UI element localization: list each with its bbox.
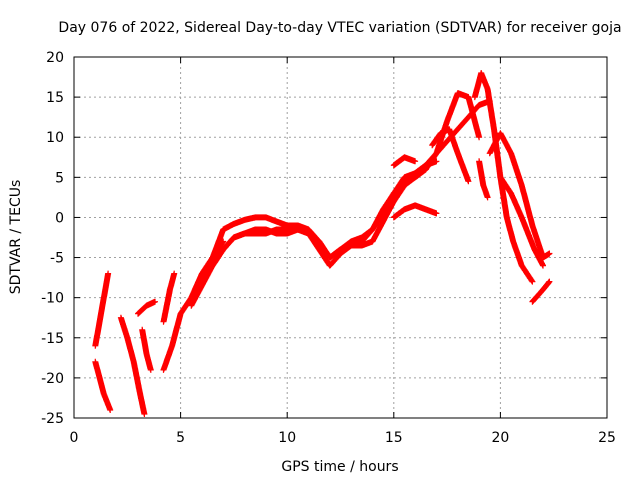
y-tick-label: 15 — [46, 90, 64, 106]
series-arc-p — [476, 158, 491, 201]
series-arc-c — [117, 314, 148, 417]
x-tick-label: 5 — [176, 430, 185, 446]
series-markers — [390, 202, 440, 221]
y-axis-label: SDTVAR / TECUs — [8, 180, 24, 295]
y-tick-label: 10 — [46, 130, 64, 146]
series-arc-l — [390, 154, 419, 169]
series-markers — [160, 270, 178, 325]
y-tick-label: 5 — [55, 170, 64, 186]
series-arc-s — [529, 278, 553, 305]
x-tick-label: 10 — [278, 430, 296, 446]
series-arc-e — [139, 326, 154, 373]
scatter-series — [92, 70, 553, 417]
x-axis-label: GPS time / hours — [281, 459, 398, 475]
series-arc-f — [160, 270, 178, 325]
y-axis-ticks: -25 -20 -15 -10 -5 0 5 10 15 20 — [41, 50, 607, 427]
series-arc-d — [135, 298, 158, 317]
y-tick-label: 20 — [46, 50, 64, 66]
series-markers — [529, 278, 553, 305]
series-arc-j — [209, 98, 493, 269]
x-tick-label: 20 — [491, 430, 509, 446]
series-markers — [497, 174, 546, 269]
series-arc-b — [92, 358, 114, 413]
series-markers — [92, 270, 112, 349]
y-tick-label: -20 — [41, 371, 64, 387]
series-markers — [390, 154, 419, 169]
y-tick-label: 0 — [55, 210, 64, 226]
series-arc-n — [429, 126, 472, 185]
series-markers — [412, 90, 483, 181]
series-markers — [476, 158, 491, 201]
plot-frame — [73, 56, 608, 419]
x-tick-label: 25 — [598, 430, 616, 446]
series-markers — [117, 314, 148, 417]
x-axis-ticks: 0 5 10 15 20 25 — [70, 57, 616, 446]
series-arc-a — [92, 270, 112, 349]
series-markers — [194, 158, 440, 293]
series-markers — [92, 358, 114, 413]
y-tick-label: -10 — [41, 291, 64, 307]
x-tick-label: 15 — [385, 430, 403, 446]
series-markers — [139, 326, 154, 373]
series-arc-m — [412, 90, 483, 181]
y-tick-label: -5 — [50, 251, 64, 267]
series-arc-i — [194, 158, 440, 293]
series-markers — [486, 130, 553, 261]
series-markers — [429, 126, 472, 185]
grid-lines — [74, 57, 607, 418]
series-arc-q — [486, 130, 553, 261]
series-markers — [209, 98, 493, 269]
chart-title: Day 076 of 2022, Sidereal Day-to-day VTE… — [58, 20, 621, 36]
x-tick-label: 0 — [70, 430, 79, 446]
y-tick-label: -15 — [41, 331, 64, 347]
series-markers — [135, 298, 158, 317]
series-arc-k — [390, 202, 440, 221]
y-tick-label: -25 — [41, 411, 64, 427]
series-arc-r — [497, 174, 546, 269]
